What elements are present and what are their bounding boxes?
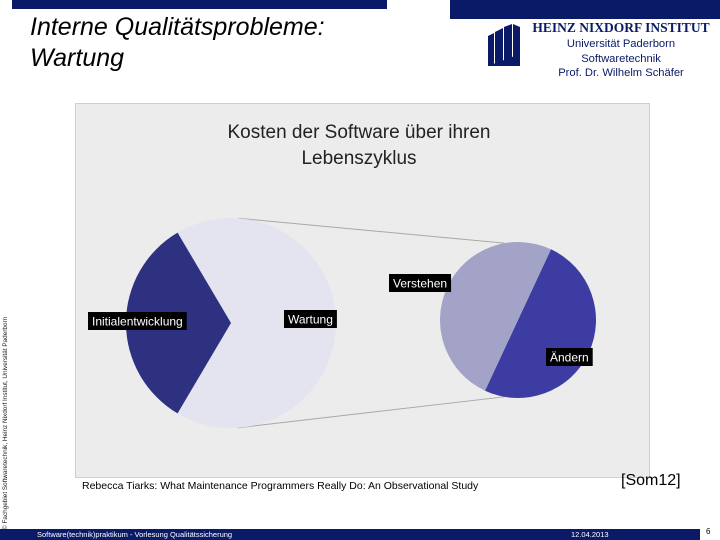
data-labels: Initialentwicklung Wartung Verstehen Ändern bbox=[88, 274, 593, 366]
data-label-wartung: Wartung bbox=[288, 313, 333, 327]
data-label-wartung-box bbox=[284, 310, 337, 328]
slide-title-line-2: Wartung bbox=[30, 44, 125, 72]
data-label-initialentwicklung-box bbox=[88, 312, 187, 330]
cost-chart: Kosten der Software über ihren Lebenszyk… bbox=[75, 103, 650, 478]
connector-line-bottom bbox=[238, 396, 505, 429]
data-label-aendern-box bbox=[546, 348, 593, 366]
chart-canvas: Kosten der Software über ihren Lebenszyk… bbox=[88, 122, 596, 429]
footer-course-title: Software(technik)praktikum - Vorlesung Q… bbox=[37, 530, 233, 539]
copyright-side-text: © Fachgebiet Softwaretechnik, Heinz Nixd… bbox=[2, 316, 9, 530]
institute-logo: HEINZ NIXDORF INSTITUT Universität Pader… bbox=[482, 18, 718, 79]
secondary-pie bbox=[439, 242, 596, 398]
data-label-initialentwicklung-group: Initialentwicklung bbox=[88, 312, 187, 330]
top-accent-bar-right bbox=[450, 0, 720, 19]
department-name: Softwaretechnik bbox=[581, 53, 661, 65]
data-label-aendern: Ändern bbox=[550, 351, 589, 365]
source-reference: [Som12] bbox=[621, 472, 681, 489]
top-accent-bar-left bbox=[12, 0, 387, 9]
slide-title-line-1: Interne Qualitätsprobleme: bbox=[30, 13, 325, 41]
data-label-verstehen-box bbox=[389, 274, 452, 292]
data-label-aendern-group: Ändern bbox=[546, 348, 593, 366]
chart-title-line-2: Lebenszyklus bbox=[301, 148, 416, 169]
citation-text: Rebecca Tiarks: What Maintenance Program… bbox=[82, 480, 479, 492]
hni-emblem-icon bbox=[488, 24, 520, 66]
data-label-wartung-group: Wartung bbox=[284, 310, 337, 328]
data-label-initialentwicklung: Initialentwicklung bbox=[92, 315, 183, 329]
institute-name: HEINZ NIXDORF INSTITUT bbox=[532, 20, 710, 35]
university-name: Universität Paderborn bbox=[566, 38, 676, 50]
data-label-verstehen-group: Verstehen bbox=[389, 274, 452, 292]
slide-title: Interne Qualitätsprobleme: Wartung bbox=[30, 12, 325, 74]
pie-slice-wartung bbox=[177, 218, 336, 428]
chart-title-line-1: Kosten der Software über ihren bbox=[228, 122, 491, 143]
professor-name: Prof. Dr. Wilhelm Schäfer bbox=[558, 67, 684, 79]
pie-slice-aendern bbox=[439, 242, 551, 391]
footer-bar bbox=[0, 529, 700, 540]
pie-connector-lines bbox=[238, 217, 505, 429]
connector-line-top bbox=[238, 217, 505, 244]
footer-date: 12.04.2013 bbox=[571, 530, 609, 539]
page-number: 6 bbox=[706, 527, 711, 536]
data-label-verstehen: Verstehen bbox=[393, 277, 447, 291]
